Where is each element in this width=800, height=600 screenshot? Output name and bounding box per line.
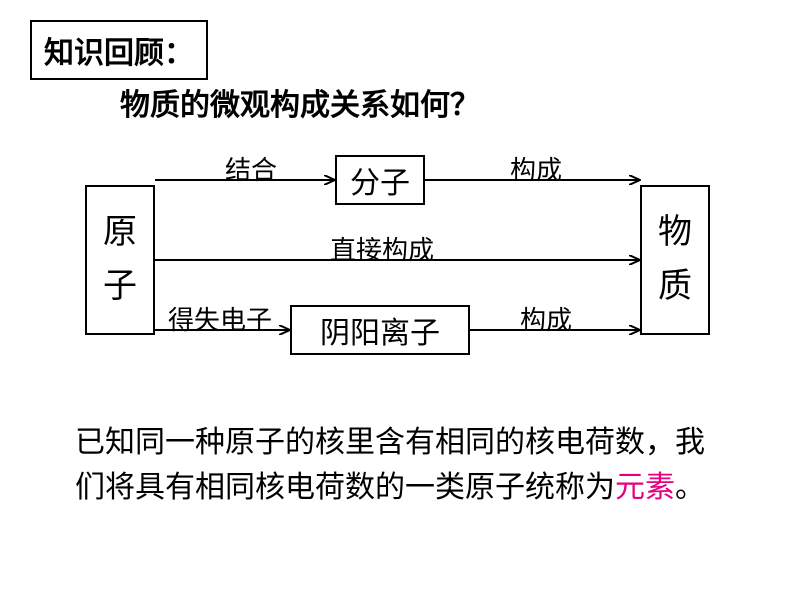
para-pre: 已知同一种原子的核里含有相同的核电荷数，我们将具有相同核电荷数的一类原子统称为 xyxy=(75,426,705,504)
para-highlight: 元素 xyxy=(615,471,675,504)
edge-label-4: 构成 xyxy=(520,300,572,337)
node-matter-l1: 物 xyxy=(658,206,692,260)
conclusion-paragraph: 已知同一种原子的核里含有相同的核电荷数，我们将具有相同核电荷数的一类原子统称为元… xyxy=(75,420,715,510)
node-matter: 物 质 xyxy=(640,185,710,335)
node-atom-l1: 原 xyxy=(103,206,137,260)
para-post: 。 xyxy=(675,471,705,504)
edge-label-3: 得失电子 xyxy=(168,300,272,337)
edge-label-2: 直接构成 xyxy=(330,230,434,267)
node-molecule-label: 分子 xyxy=(350,158,410,202)
edge-label-1: 构成 xyxy=(510,150,562,187)
node-matter-l2: 质 xyxy=(658,260,692,314)
node-ion-label: 阴阳离子 xyxy=(320,308,440,352)
node-atom-l2: 子 xyxy=(103,260,137,314)
node-molecule: 分子 xyxy=(335,155,425,205)
edge-label-0: 结合 xyxy=(225,150,277,187)
node-ion: 阴阳离子 xyxy=(290,305,470,355)
node-atom: 原 子 xyxy=(85,185,155,335)
